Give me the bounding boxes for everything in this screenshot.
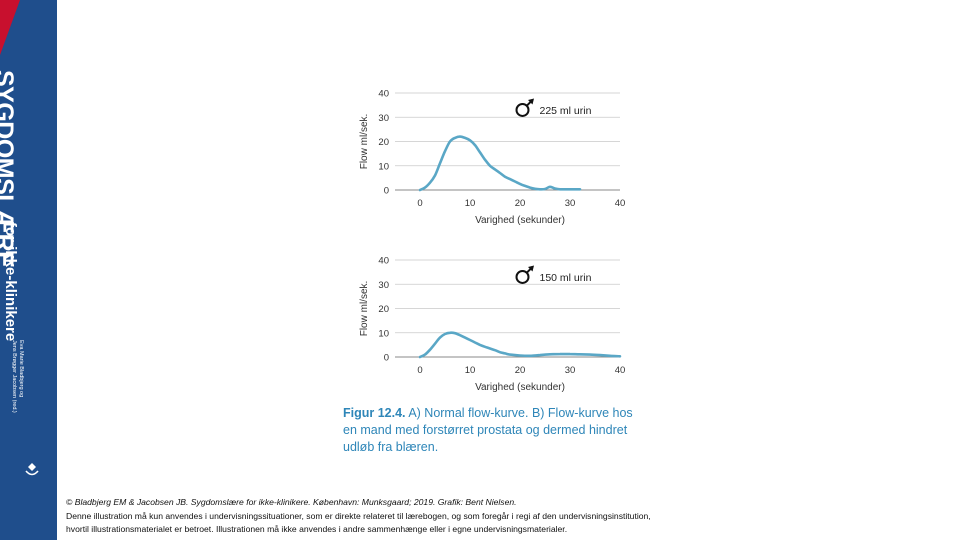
- y-tick-label-30: 30: [378, 280, 389, 291]
- male-symbol-icon: [515, 265, 534, 284]
- sidebar-stripe-decoration: [0, 0, 20, 55]
- x-tick-label-0: 0: [417, 198, 422, 209]
- x-tick-label-30: 30: [565, 365, 576, 376]
- copyright-notice: © Bladbjerg EM & Jacobsen JB. Sygdomslær…: [66, 496, 946, 537]
- x-axis-title: Varighed (sekunder): [475, 215, 565, 226]
- series-line-0: [418, 135, 582, 192]
- y-tick-label-10: 10: [378, 328, 389, 339]
- y-tick-label-40: 40: [378, 256, 389, 267]
- figure-caption: Figur 12.4. A) Normal flow-kurve. B) Flo…: [343, 405, 633, 456]
- x-tick-label-20: 20: [515, 365, 526, 376]
- y-tick-label-20: 20: [378, 137, 389, 148]
- figure-12-4: 0 10 20 30 40 0 10 20 30 40 Varighed (sekunder) Flo…: [340, 80, 630, 460]
- chart-a-svg: 0 10 20 30 40 0 10 20 30 40 Varighed (sekunder) Flo…: [359, 89, 626, 227]
- annotation-label: 225 ml urin: [540, 105, 592, 117]
- x-axis-title: Varighed (sekunder): [475, 382, 565, 393]
- y-tick-label-20: 20: [378, 304, 389, 315]
- y-tick-label-40: 40: [378, 89, 389, 100]
- x-tick-label-10: 10: [465, 198, 476, 209]
- brand-sidebar: SYGDOMSLÆRE for ikke-klinikere Eva Marie…: [0, 0, 57, 540]
- chart-a-normal-flow: 0 10 20 30 40 0 10 20 30 40 Varighed (sekunder) Flo…: [340, 80, 630, 230]
- chart-b-svg: 0 10 20 30 40 0 10 20 30 40 Varighed (sekunder) Flo…: [359, 256, 626, 394]
- male-symbol-circle: [515, 269, 530, 284]
- y-tick-label-30: 30: [378, 113, 389, 124]
- y-tick-label-0: 0: [384, 186, 389, 197]
- x-tick-label-10: 10: [465, 365, 476, 376]
- caption-label: Figur 12.4.: [343, 406, 406, 420]
- x-tick-label-0: 0: [417, 365, 422, 376]
- male-symbol-circle: [515, 102, 530, 117]
- chart-b-obstructed-flow: 0 10 20 30 40 0 10 20 30 40 Varighed (sekunder) Flo…: [340, 247, 630, 397]
- male-symbol-icon: [515, 98, 534, 117]
- credits-line-3: hvortil illustrationsmaterialet er betro…: [66, 524, 568, 534]
- book-authors: Eva Marie Bladbjerg og Jens Brøgger Jaco…: [10, 340, 24, 413]
- y-tick-label-0: 0: [384, 353, 389, 364]
- male-symbol-arrow-head: [528, 265, 534, 272]
- y-axis-title: Flow ml/sek.: [359, 281, 370, 337]
- x-tick-label-30: 30: [565, 198, 576, 209]
- credits-line-1: © Bladbjerg EM & Jacobsen JB. Sygdomslær…: [66, 497, 517, 507]
- x-tick-label-40: 40: [615, 365, 626, 376]
- caption-text: A) Normal flow-kurve. B) Flow-kurve hos …: [343, 406, 633, 454]
- authors-line-1: Eva Marie Bladbjerg og: [18, 340, 24, 398]
- x-tick-label-40: 40: [615, 198, 626, 209]
- y-axis-title: Flow ml/sek.: [359, 114, 370, 170]
- x-tick-label-20: 20: [515, 198, 526, 209]
- annotation-label: 150 ml urin: [540, 272, 592, 284]
- male-symbol-arrow-head: [528, 98, 534, 105]
- book-subtitle: for ikke-klinikere: [2, 222, 19, 342]
- credits-line-2: Denne illustration må kun anvendes i und…: [66, 510, 651, 521]
- series-line-0: [418, 331, 622, 359]
- y-tick-label-10: 10: [378, 161, 389, 172]
- authors-line-2: Jens Brøgger Jacobsen (red.): [11, 340, 17, 413]
- publisher-logo-icon: [25, 463, 39, 476]
